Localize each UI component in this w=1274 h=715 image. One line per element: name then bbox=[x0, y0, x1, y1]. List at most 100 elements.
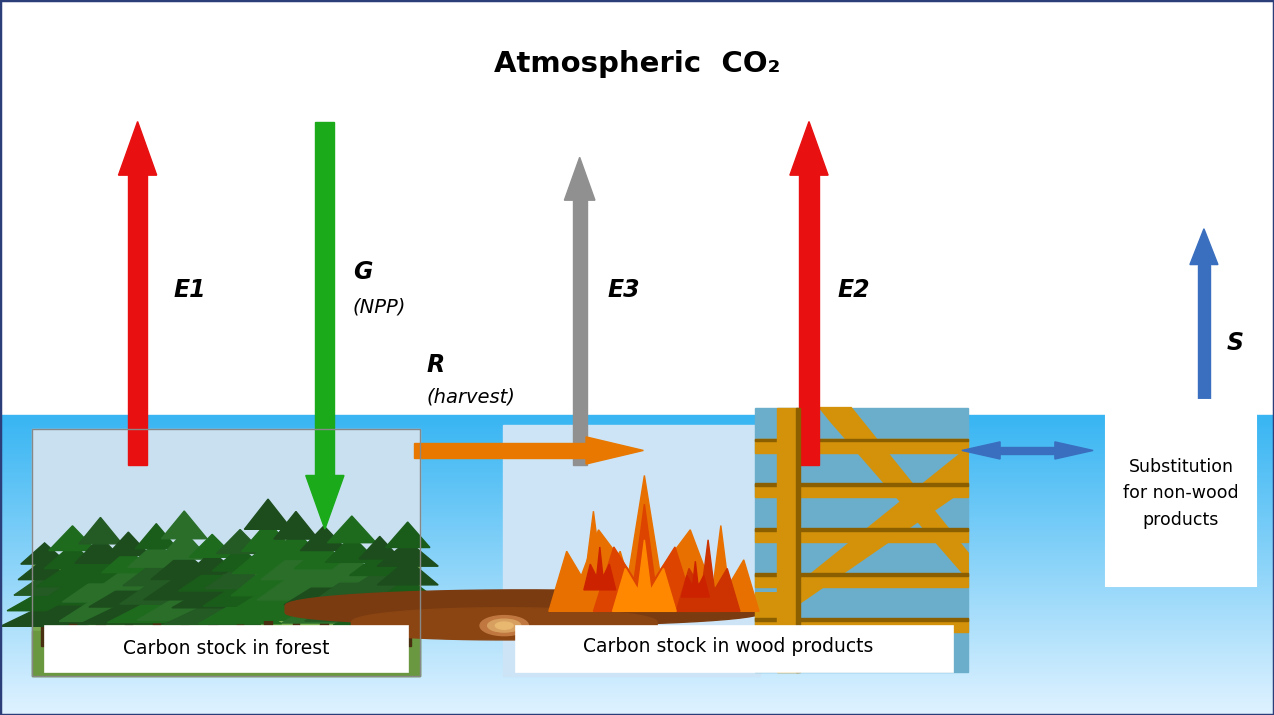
Polygon shape bbox=[359, 536, 400, 559]
Bar bbox=[0, 547, 1274, 548]
Text: E2: E2 bbox=[837, 277, 870, 302]
Bar bbox=[0, 472, 1274, 473]
Bar bbox=[755, 438, 968, 440]
Bar bbox=[0, 624, 1274, 625]
Bar bbox=[0, 540, 1274, 541]
Bar bbox=[0, 509, 1274, 510]
Polygon shape bbox=[127, 542, 185, 567]
Bar bbox=[0, 685, 1274, 686]
Bar bbox=[0, 458, 1274, 459]
Polygon shape bbox=[45, 544, 101, 568]
Polygon shape bbox=[301, 526, 348, 551]
Polygon shape bbox=[8, 590, 82, 611]
Bar bbox=[755, 408, 968, 672]
Bar bbox=[0, 606, 1274, 607]
Polygon shape bbox=[386, 522, 429, 548]
Bar bbox=[0, 490, 1274, 492]
Bar bbox=[0, 674, 1274, 675]
Bar bbox=[0, 677, 1274, 678]
Bar bbox=[0, 653, 1274, 654]
Text: Carbon stock in wood products: Carbon stock in wood products bbox=[582, 637, 873, 656]
Bar bbox=[181, 581, 187, 646]
Bar bbox=[0, 638, 1274, 639]
Bar bbox=[0, 523, 1274, 524]
Bar bbox=[0, 689, 1274, 690]
Bar bbox=[0, 529, 1274, 530]
Bar bbox=[0, 435, 1274, 437]
Polygon shape bbox=[59, 595, 141, 621]
Bar bbox=[755, 528, 968, 531]
Ellipse shape bbox=[480, 616, 529, 636]
Bar bbox=[0, 507, 1274, 508]
Bar bbox=[0, 563, 1274, 564]
Bar bbox=[0, 483, 1274, 484]
Polygon shape bbox=[163, 602, 261, 625]
Polygon shape bbox=[266, 532, 326, 559]
Polygon shape bbox=[594, 504, 696, 611]
Polygon shape bbox=[62, 576, 139, 602]
Polygon shape bbox=[962, 442, 1000, 459]
Bar bbox=[0, 522, 1274, 523]
Bar bbox=[0, 525, 1274, 526]
Text: R: R bbox=[427, 352, 445, 377]
Bar bbox=[0, 437, 1274, 438]
Bar bbox=[0, 679, 1274, 680]
Bar bbox=[0, 447, 1274, 448]
Polygon shape bbox=[340, 586, 419, 608]
Polygon shape bbox=[107, 532, 150, 556]
Polygon shape bbox=[1055, 442, 1093, 459]
Polygon shape bbox=[257, 572, 335, 600]
Bar bbox=[0, 543, 1274, 544]
Bar bbox=[0, 532, 1274, 533]
Polygon shape bbox=[1190, 229, 1218, 265]
Bar bbox=[0, 705, 1274, 706]
Bar bbox=[0, 610, 1274, 611]
Bar bbox=[0, 505, 1274, 506]
Bar bbox=[0, 545, 1274, 546]
Polygon shape bbox=[755, 448, 968, 619]
Bar bbox=[0, 453, 1274, 454]
Bar bbox=[0, 633, 1274, 634]
Bar bbox=[0, 591, 1274, 592]
Polygon shape bbox=[205, 565, 275, 588]
Bar bbox=[0, 438, 1274, 439]
Bar bbox=[0, 656, 1274, 657]
Polygon shape bbox=[345, 569, 414, 592]
Polygon shape bbox=[252, 593, 339, 620]
Bar bbox=[0, 645, 1274, 646]
Bar bbox=[0, 635, 1274, 636]
Bar bbox=[0, 607, 1274, 608]
Bar bbox=[0, 604, 1274, 605]
Bar bbox=[32, 429, 420, 676]
Bar bbox=[0, 465, 1274, 467]
Polygon shape bbox=[231, 566, 304, 596]
Bar bbox=[32, 631, 420, 676]
Bar bbox=[0, 562, 1274, 563]
Polygon shape bbox=[18, 558, 71, 580]
Bar bbox=[572, 200, 586, 465]
Polygon shape bbox=[220, 588, 315, 618]
Bar bbox=[800, 175, 818, 465]
Polygon shape bbox=[284, 580, 363, 605]
Bar bbox=[264, 576, 271, 646]
Bar bbox=[349, 583, 354, 646]
Bar bbox=[0, 573, 1274, 574]
Polygon shape bbox=[790, 122, 828, 175]
Bar bbox=[0, 644, 1274, 645]
Bar bbox=[0, 494, 1274, 495]
Bar bbox=[1106, 400, 1256, 586]
Bar bbox=[0, 526, 1274, 527]
Bar bbox=[0, 499, 1274, 500]
Bar bbox=[0, 546, 1274, 547]
Bar bbox=[0, 582, 1274, 583]
Bar bbox=[0, 691, 1274, 692]
Bar bbox=[0, 596, 1274, 597]
Bar bbox=[0, 535, 1274, 536]
Bar bbox=[0, 440, 1274, 442]
Bar bbox=[0, 518, 1274, 519]
Bar bbox=[0, 657, 1274, 658]
Bar bbox=[0, 418, 1274, 419]
Bar bbox=[0, 709, 1274, 710]
Bar bbox=[0, 581, 1274, 582]
Bar bbox=[0, 639, 1274, 640]
